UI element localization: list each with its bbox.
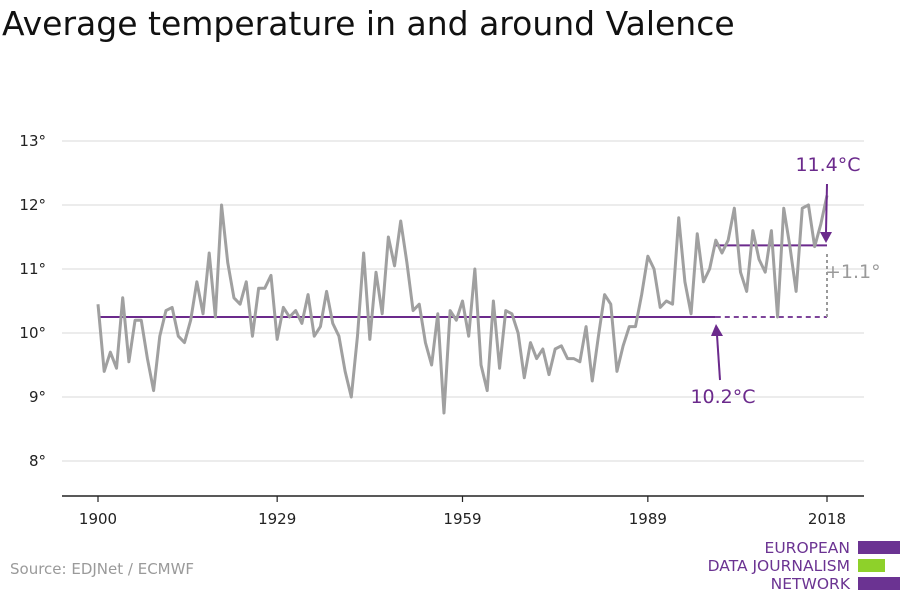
plot-area [96, 195, 829, 415]
y-tick-label: 13° [19, 132, 46, 150]
logo-bar-purple-top [858, 541, 900, 554]
arrow-recent-shaft [825, 183, 828, 233]
logo-bar-purple-bottom [858, 577, 900, 590]
y-tick-label: 10° [19, 324, 46, 342]
y-axis-labels: 8° 9° 10° 11° 12° 13° [19, 132, 46, 470]
source-note: Source: EDJNet / ECMWF [10, 560, 195, 578]
chart-gridlines [62, 140, 864, 462]
x-tick-label: 1989 [629, 510, 667, 528]
y-tick-label: 8° [29, 452, 46, 470]
y-tick-label: 9° [29, 388, 46, 406]
x-tick-label: 2018 [808, 510, 846, 528]
x-tick-label: 1929 [258, 510, 296, 528]
temperature-series-line [96, 195, 829, 415]
x-tick-label: 1959 [443, 510, 481, 528]
y-tick-label: 12° [19, 196, 46, 214]
delta-label: +1.1° [825, 261, 881, 283]
logo-line-2: DATA JOURNALISM [707, 557, 850, 575]
page-title: Average temperature in and around Valenc… [2, 4, 735, 43]
recent-average-label: 11.4°C [795, 154, 860, 176]
x-axis-ticks: 1900 1929 1959 1989 2018 [79, 496, 846, 528]
arrow-baseline-shaft [716, 334, 721, 381]
annotations: 11.4°C 10.2°C +1.1° [690, 154, 880, 408]
x-tick-label: 1900 [79, 510, 117, 528]
logo-line-1: EUROPEAN [764, 539, 850, 557]
logo-bar-green [858, 559, 885, 572]
logo-line-3: NETWORK [770, 575, 850, 593]
edjnet-logo: EUROPEAN DATA JOURNALISM NETWORK [700, 538, 900, 598]
arrow-recent-head [820, 232, 832, 243]
arrow-baseline-head [711, 324, 723, 336]
baseline-average-label: 10.2°C [690, 386, 755, 408]
y-tick-label: 11° [19, 260, 46, 278]
